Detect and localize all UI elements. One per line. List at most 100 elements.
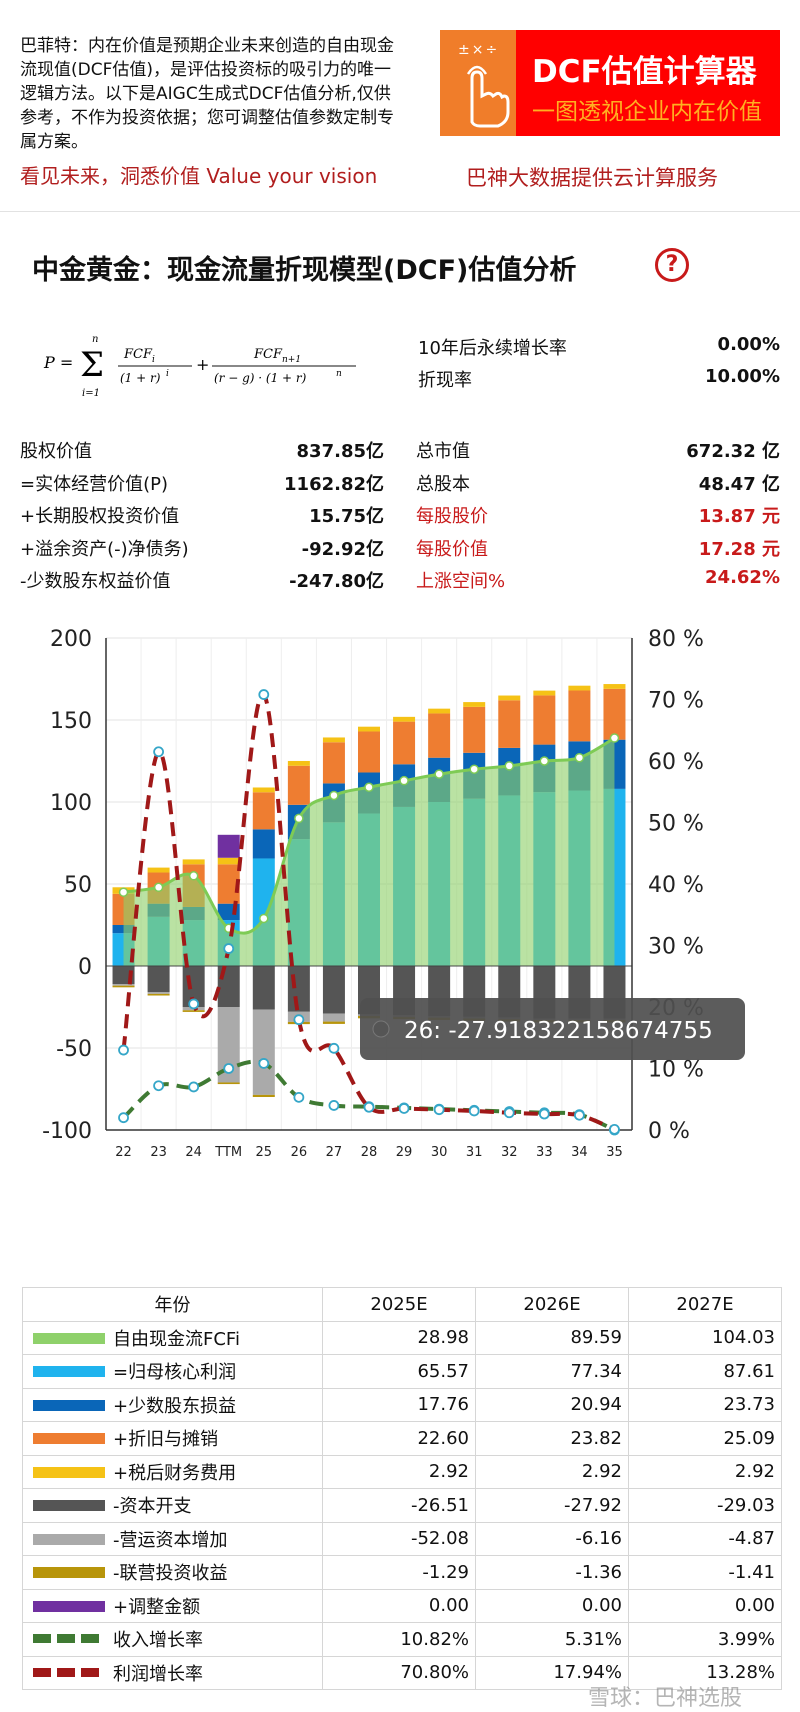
row-label: =归母核心利润 xyxy=(113,1362,237,1384)
bar-da xyxy=(252,792,275,830)
param-value: 10.00% xyxy=(705,366,780,387)
x-tick-label: 29 xyxy=(396,1145,413,1160)
fcf-point xyxy=(259,913,269,924)
param-label: 折现率 xyxy=(418,370,472,391)
y2-tick-label: 70 % xyxy=(648,689,704,714)
bar-jv xyxy=(147,993,170,996)
fcf-area xyxy=(123,738,615,966)
formula-p: P = xyxy=(43,353,73,372)
x-tick-label: 24 xyxy=(185,1145,202,1160)
bar-tax_fin xyxy=(393,716,416,722)
bar-jv xyxy=(252,1094,275,1098)
point-rev_growth xyxy=(153,1080,165,1092)
param-value: 0.00% xyxy=(717,334,780,355)
legend-swatch xyxy=(33,1567,105,1578)
row-label: 自由现金流FCFi xyxy=(113,1328,240,1350)
x-tick-label: 28 xyxy=(361,1145,378,1160)
table-cell: 0.00 xyxy=(322,1588,476,1623)
row-label-cell: +税后财务费用 xyxy=(22,1454,323,1489)
y-tick-label: 0 xyxy=(78,955,92,980)
row-label-cell: +折旧与摊销 xyxy=(22,1421,323,1456)
formula-den1: (1 + r) xyxy=(120,371,161,385)
bar-jv xyxy=(112,985,135,988)
point-profit_growth xyxy=(188,998,200,1010)
table-cell: 65.57 xyxy=(322,1354,476,1389)
bar-capex xyxy=(252,966,275,1010)
table-cell: 87.61 xyxy=(628,1354,782,1389)
valuation-left-label: 股权价值 xyxy=(20,441,92,462)
bar-capex xyxy=(322,966,345,1014)
table-cell: 2.92 xyxy=(475,1454,629,1489)
legend-swatch xyxy=(33,1433,105,1444)
bar-tax_fin xyxy=(428,708,451,714)
row-label: -营运资本增加 xyxy=(113,1529,228,1551)
bar-tax_fin xyxy=(287,760,310,766)
table-header: 2026E xyxy=(475,1287,629,1322)
point-profit_growth xyxy=(153,746,165,758)
x-tick-label: 34 xyxy=(571,1145,588,1160)
y-tick-label: 200 xyxy=(50,627,92,652)
valuation-left: 股权价值 837.85亿 =实体经营价值(P) 1162.82亿 +长期股权投资价值 15… xyxy=(20,437,384,600)
row-label: +税后财务费用 xyxy=(113,1462,237,1484)
row-label-cell: +调整金额 xyxy=(22,1588,323,1623)
line-rev_growth xyxy=(122,1059,616,1132)
bar-tax_fin xyxy=(498,695,521,701)
table-row: -营运资本增加 -52.08 -6.16 -4.87 xyxy=(22,1521,782,1556)
valuation-left-value: -92.92亿 xyxy=(301,538,384,560)
valuation-right-label: 每股价值 xyxy=(416,538,488,560)
page-title: 中金黄金：现金流量折现模型(DCF)估值分析 xyxy=(32,255,577,286)
valuation-left-row: -少数股东权益价值 -247.80亿 xyxy=(20,567,384,600)
bar-da xyxy=(358,731,380,773)
fcf-point xyxy=(574,752,585,763)
intro-text: 巴菲特：内在价值是预期企业未来创造的自由现金流现值(DCF估值)，是评估投资标的… xyxy=(20,36,394,152)
row-label: +调整金额 xyxy=(113,1596,201,1618)
x-tick-label: 23 xyxy=(150,1145,167,1160)
valuation-left-label: -少数股东权益价值 xyxy=(20,571,171,592)
tooltip-swatch xyxy=(372,1020,390,1038)
valuation-left-row: =实体经营价值(P) 1162.82亿 xyxy=(20,470,384,503)
x-tick-label: 33 xyxy=(536,1145,553,1160)
fcf-point xyxy=(539,756,550,766)
row-label-cell: 收入增长率 xyxy=(22,1622,323,1657)
table-row: +税后财务费用 2.92 2.92 2.92 xyxy=(22,1454,782,1489)
point-profit_growth xyxy=(118,1044,129,1056)
bar-wc xyxy=(217,1007,240,1083)
formula-num2: FCF xyxy=(253,347,283,362)
point-profit_growth xyxy=(398,1103,410,1114)
legend-swatch xyxy=(33,1634,105,1643)
help-icon[interactable]: ? xyxy=(655,248,689,282)
valuation-left-label: +长期股权投资价值 xyxy=(20,506,180,527)
dcf-calculator-button[interactable]: ±×÷ DCF估值计算器 一图透视企业内在价值 xyxy=(440,30,780,136)
point-profit_growth xyxy=(293,1014,305,1026)
table-row: 自由现金流FCFi 28.98 89.59 104.03 xyxy=(22,1320,782,1355)
table-cell: -26.51 xyxy=(322,1488,476,1523)
table-row: 利润增长率 70.80% 17.94% 13.28% xyxy=(22,1655,782,1690)
bar-jv xyxy=(217,1082,240,1085)
valuation-left-value: 1162.82亿 xyxy=(284,473,384,495)
valuation-right-row: 总市值 672.32 亿 xyxy=(416,437,780,470)
bar-da xyxy=(568,690,591,742)
y2-tick-label: 30 % xyxy=(648,935,704,960)
point-profit_growth xyxy=(538,1108,550,1120)
legend-swatch xyxy=(33,1667,105,1677)
x-tick-label: 30 xyxy=(431,1145,448,1160)
point-profit_growth xyxy=(328,1042,340,1054)
bar-minority xyxy=(252,829,275,859)
row-label-cell: =归母核心利润 xyxy=(22,1354,323,1389)
table-cell: -1.29 xyxy=(322,1555,476,1590)
cloud-service-link[interactable]: 巴神大数据提供云计算服务 xyxy=(466,166,718,190)
formula-num1-sub: i xyxy=(152,355,155,365)
point-rev_growth xyxy=(293,1091,305,1103)
table-cell: 2.92 xyxy=(322,1454,476,1489)
legend-swatch xyxy=(33,1399,105,1411)
valuation-right-value: 13.87 元 xyxy=(698,506,780,527)
point-profit_growth xyxy=(574,1109,585,1121)
fcf-point xyxy=(434,769,444,779)
table-header: 2025E xyxy=(322,1287,476,1322)
header: 巴菲特：内在价值是预期企业未来创造的自由现金流现值(DCF估值)，是评估投资标的… xyxy=(0,0,800,212)
point-profit_growth xyxy=(609,1123,620,1135)
x-tick-label: 32 xyxy=(501,1145,518,1160)
bar-minority xyxy=(112,925,135,934)
formula-sigma: Σ xyxy=(80,345,104,385)
y2-tick-label: 50 % xyxy=(648,812,704,837)
